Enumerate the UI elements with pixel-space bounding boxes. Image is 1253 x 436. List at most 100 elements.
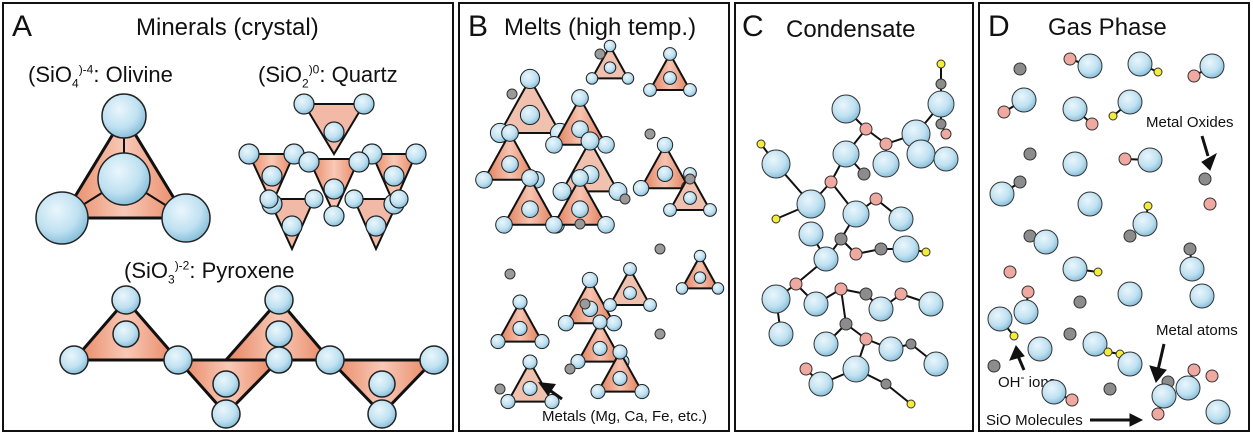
gas-atom [1205,369,1219,383]
gas-atom [1153,67,1163,77]
condensate-atom [880,378,892,390]
metals-note: Metals (Mg, Ca, Fe, etc.) [542,408,708,425]
gas-atom [1077,191,1103,217]
condensate-atom [824,175,838,189]
gas-atom [997,105,1011,119]
oxygen-atom [683,83,697,97]
condensate-atom [796,189,826,219]
gas-atom [1023,147,1037,161]
gas-atom [1093,267,1103,277]
gas-atom [1009,331,1019,341]
condensate-atom [842,355,870,383]
gas-atom [1021,285,1035,299]
condensate-atom [859,122,873,136]
gas-atom [1063,327,1077,341]
gas-atom [1073,295,1087,309]
condensate-atom [935,118,947,130]
condensate-atom [859,332,873,346]
oxygen-atom [522,380,538,396]
condensate-atom [921,247,931,257]
oxygen-atom [603,39,617,53]
panel-a-title: Minerals (crystal) [136,14,319,41]
olivine-label: (SiO4)-4: Olivine [28,62,173,91]
gas-atom [1003,265,1017,279]
condensate-atom [842,200,870,228]
oxygen-atom [603,61,617,74]
oxygen-atom [571,89,589,107]
oxygen-atom [703,203,717,217]
condensate-atom [935,78,947,90]
panel-b-title: Melts (high temp.) [504,14,697,41]
oxygen-atom [519,104,541,126]
panel-c-letter: C [742,10,764,43]
oxygen-atom [634,384,650,400]
condensate-atom [927,90,955,118]
condensate-atom [878,336,904,362]
condensate-atoms [756,59,959,409]
oxygen-atom [683,191,697,205]
gas-atom [1041,379,1067,405]
oxygen-atom [597,215,615,234]
gas-atom [1103,347,1113,357]
gas-molecules [987,51,1231,425]
condensate-atom [906,139,936,169]
oxygen-atom [534,334,550,350]
oxygen-atom [544,394,560,410]
oxygen-atom [675,282,689,295]
gas-atom [1123,229,1137,243]
gas-atom [1205,399,1231,425]
melts-structures [475,39,725,410]
gas-arrows [1009,135,1217,427]
oxygen-atom [592,340,608,356]
condensate-atom [923,351,949,377]
panel-d-gas: D Gas Phase Metal Oxides Metal atoms OH-… [978,2,1250,432]
condensate-network [756,59,959,409]
gas-atom [1183,242,1197,256]
oxygen-atom [693,249,707,263]
panel-b-letter: B [468,10,489,43]
oxygen-atom [545,215,563,234]
oxygen-atom [656,136,674,154]
panel-c-title: Condensate [786,16,916,43]
oxygen-atom [711,282,725,295]
condensate-atom [756,139,766,149]
gas-atom [1062,256,1088,282]
panel-c-condensate: C Condensate [734,2,974,432]
condensate-atom [834,282,848,296]
oxygen-atom [643,298,657,312]
oxygen-atom [663,47,677,61]
oxygen-atom [585,72,599,85]
gas-atom [1063,52,1077,66]
pyroxene-label: (SiO3)-2: Pyroxene [124,258,295,287]
gas-atom [1013,299,1039,325]
gas-atom [1132,211,1158,237]
gas-atom [1013,175,1027,189]
quartz-framework [238,93,427,252]
olivine-tetrahedron [35,93,211,245]
gas-atom [1179,256,1205,282]
gas-atom [989,181,1015,207]
condensate-atom [872,150,900,178]
oxygen-atom [590,384,606,400]
melt-tetrahedra [475,39,725,410]
oxygen-atom [500,394,516,410]
gas-atom [1062,151,1088,177]
panel-d-title: Gas Phase [1048,14,1167,41]
oxygen-atom [612,344,628,360]
panel-d-letter: D [988,10,1010,43]
oxygen-atom [490,334,506,350]
gas-atom [1189,283,1215,309]
gas-atom [1027,336,1053,362]
condensate-atom [940,128,952,140]
oxygen-atom [521,200,539,219]
oxygen-atom [475,170,493,189]
oxygen-atom [605,315,623,332]
gas-atom [987,359,1001,373]
gas-atom [1203,197,1217,211]
oxygen-atom [603,298,617,312]
gas-atom [1151,383,1177,409]
gas-atom [1033,229,1059,255]
panel-b-melts: B Melts (high temp.) Metals (Mg, Ca, Fe,… [458,2,730,432]
oxygen-atom [632,180,650,197]
condensate-atom [874,242,888,256]
